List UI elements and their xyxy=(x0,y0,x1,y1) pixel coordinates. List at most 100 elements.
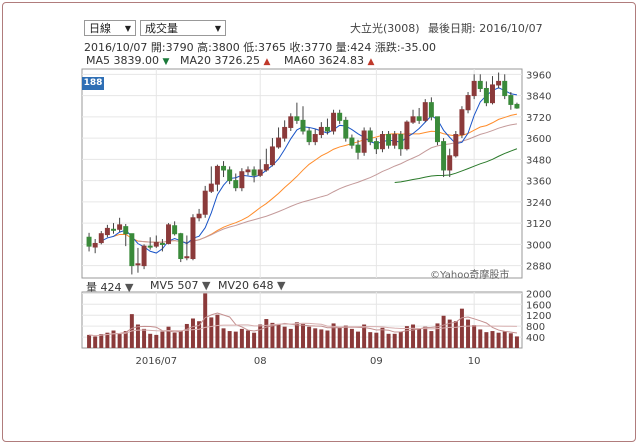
volume-ma5-line xyxy=(88,312,518,337)
ma-legend-item: MA5 3839.00 ▼ xyxy=(86,54,170,67)
indicator-select-value: 成交量 xyxy=(145,22,178,35)
volume-bar xyxy=(99,334,104,348)
candle-body xyxy=(202,190,208,215)
candle-body xyxy=(294,116,300,121)
price-panel xyxy=(81,68,523,279)
volume-bar xyxy=(184,323,189,348)
candle-body xyxy=(221,165,227,171)
watermark: ©Yahoo奇摩股市 xyxy=(430,270,510,281)
volume-bar xyxy=(105,332,110,348)
volume-bar xyxy=(239,328,244,348)
candle-body xyxy=(288,116,294,128)
price-tick-label: 3360 xyxy=(526,177,551,188)
volume-legend-item: MV5 507 ▼ xyxy=(150,279,211,292)
volume-bar xyxy=(368,332,373,348)
period-select[interactable]: 日線 ▼ xyxy=(84,20,136,36)
candle-body xyxy=(214,165,220,185)
candle-body xyxy=(300,119,306,132)
volume-bar xyxy=(276,323,281,348)
volume-bar xyxy=(160,331,165,348)
chevron-down-icon: ▼ xyxy=(214,24,221,33)
volume-bar xyxy=(478,329,483,348)
volume-bar xyxy=(472,325,477,348)
triangle-down-icon: ▼ xyxy=(125,281,134,294)
volume-bar xyxy=(417,328,422,348)
candle-body xyxy=(459,109,465,136)
volume-bar xyxy=(313,328,318,348)
candle-body xyxy=(123,226,129,235)
price-tick-label: 3000 xyxy=(526,240,551,251)
volume-bar xyxy=(404,326,409,348)
volume-tick-label: 1200 xyxy=(526,311,551,322)
volume-bar xyxy=(508,333,513,348)
candle-body xyxy=(251,169,257,176)
volume-bar xyxy=(337,327,342,348)
candle-body xyxy=(398,134,404,150)
candle-body xyxy=(282,126,288,139)
candle-body xyxy=(508,95,514,105)
candle-body xyxy=(441,141,447,171)
candle-body xyxy=(184,256,190,259)
volume-bar xyxy=(325,330,330,348)
volume-bar xyxy=(87,334,92,348)
candle-body xyxy=(477,80,483,89)
price-tick-label: 3840 xyxy=(526,92,551,103)
candle-body xyxy=(111,228,116,231)
volume-bar xyxy=(307,326,312,348)
price-tick-label: 3960 xyxy=(526,70,551,81)
candle-body xyxy=(471,80,477,97)
volume-bar xyxy=(319,329,324,348)
ma5-line xyxy=(101,87,518,254)
volume-bar xyxy=(429,331,434,348)
candle-body xyxy=(117,224,123,230)
volume-bar xyxy=(142,328,147,348)
volume-legend-item: MV20 648 ▼ xyxy=(218,279,286,292)
indicator-select[interactable]: 成交量 ▼ xyxy=(140,20,226,36)
candle-body xyxy=(245,169,251,173)
volume-bar xyxy=(386,333,391,348)
candle-body xyxy=(86,236,92,247)
volume-bar xyxy=(227,331,232,348)
candle-body xyxy=(465,95,471,111)
volume-bar xyxy=(459,308,464,348)
volume-bar xyxy=(398,331,403,348)
volume-bar xyxy=(264,319,269,348)
volume-bar xyxy=(331,323,336,348)
candle-body xyxy=(269,146,275,166)
candle-body xyxy=(514,103,520,109)
candle-body xyxy=(196,213,202,219)
volume-bar xyxy=(233,331,238,348)
candle-body xyxy=(239,171,245,189)
candle-body xyxy=(453,134,459,157)
candle-body xyxy=(324,126,330,132)
volume-bar xyxy=(190,318,195,348)
candle-body xyxy=(434,116,440,143)
volume-bar xyxy=(288,328,293,348)
volume-bar xyxy=(215,314,220,348)
volume-bar xyxy=(203,293,208,348)
candle-body xyxy=(367,130,373,143)
candle-body xyxy=(306,130,312,143)
volume-bar xyxy=(178,331,183,348)
time-tick-label: 10 xyxy=(468,356,481,367)
candle-body xyxy=(483,87,489,104)
candle-body xyxy=(208,183,214,192)
price-tick-label: 3120 xyxy=(526,219,551,230)
volume-tick-label: 1600 xyxy=(526,300,551,311)
volume-bar xyxy=(117,333,122,348)
quote-info: 2016/10/07 開:3790 高:3800 低:3765 收:3770 量… xyxy=(84,41,437,54)
volume-bar xyxy=(301,323,305,348)
volume-bar xyxy=(423,326,428,348)
period-select-value: 日線 xyxy=(89,22,111,35)
volume-bar xyxy=(154,334,159,348)
chevron-down-icon: ▼ xyxy=(124,24,131,33)
volume-bar xyxy=(221,328,226,348)
last-date: 最後日期: 2016/10/07 xyxy=(428,22,543,35)
ma60-line xyxy=(394,148,518,183)
price-tick-label: 2880 xyxy=(526,262,551,273)
candle-body xyxy=(263,164,269,171)
candle-body xyxy=(404,121,410,150)
volume-bar xyxy=(123,331,128,348)
volume-bar xyxy=(148,333,153,348)
